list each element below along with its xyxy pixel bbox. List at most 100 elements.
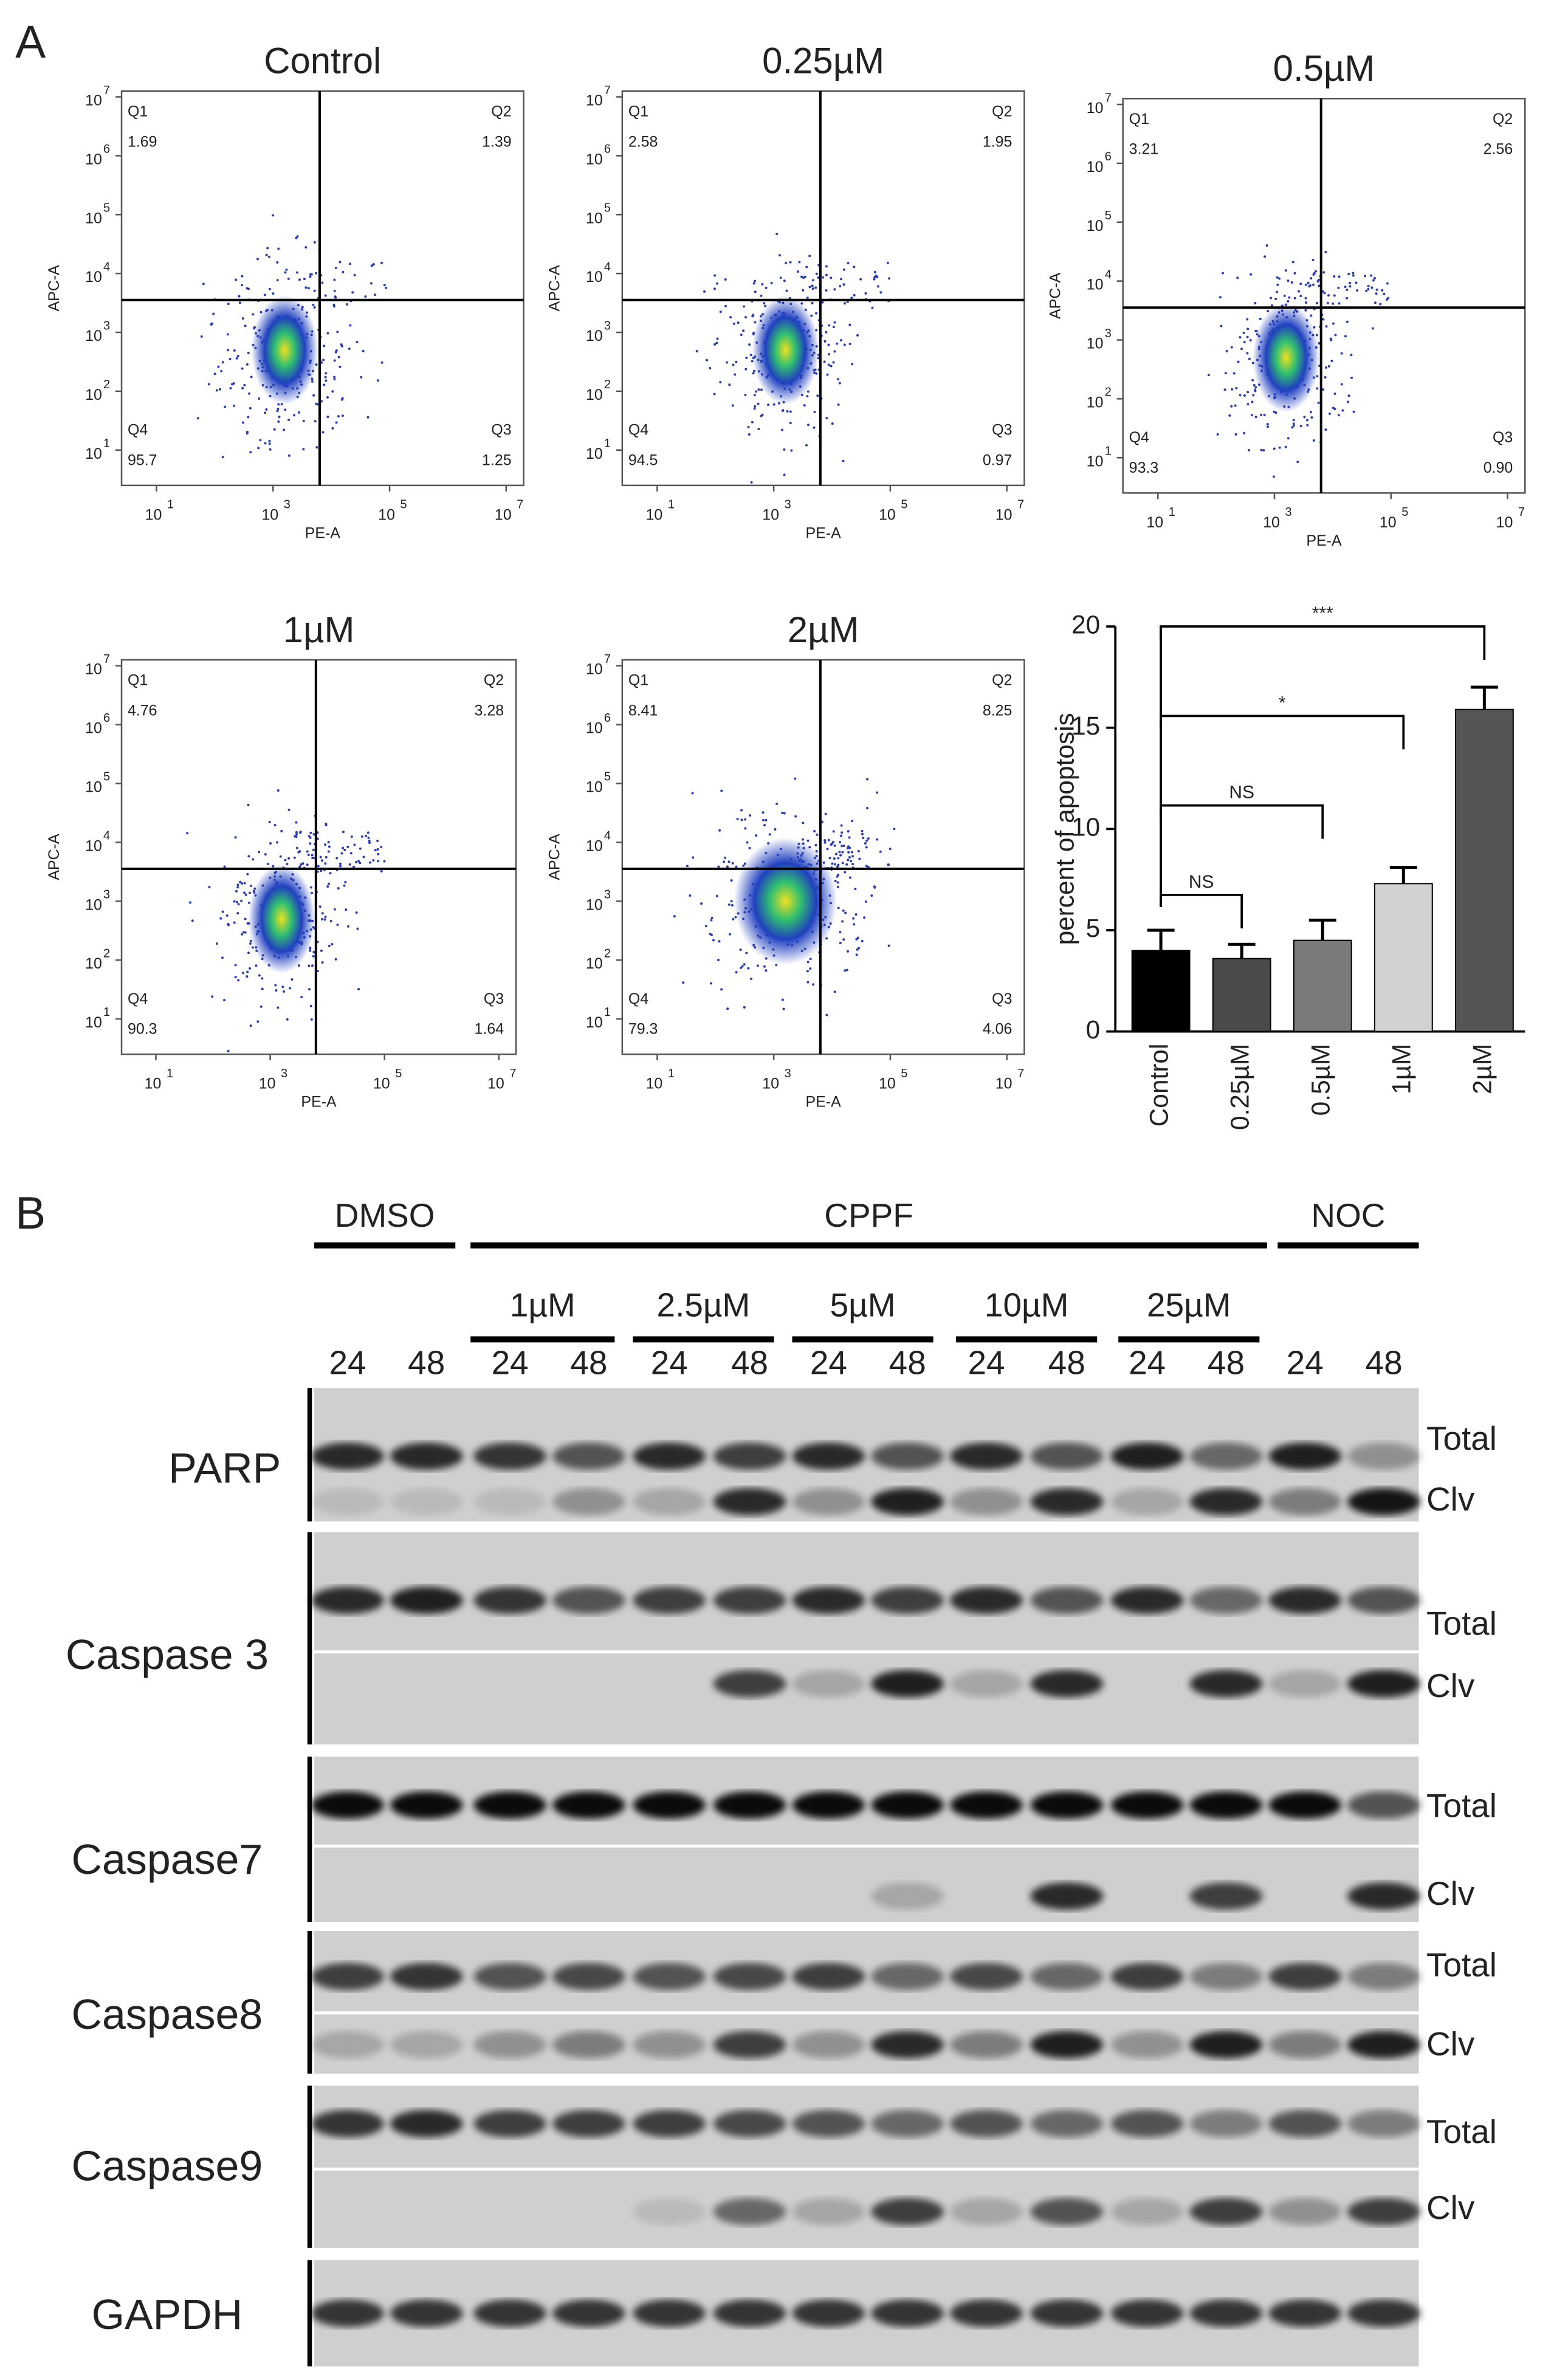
event-dot: [856, 948, 859, 951]
event-dot: [843, 343, 846, 346]
event-dot: [359, 862, 362, 865]
event-dot: [272, 292, 275, 295]
event-dot: [295, 833, 298, 836]
band: [1110, 2299, 1184, 2327]
event-dot: [809, 958, 812, 961]
event-dot: [837, 863, 840, 866]
band: [1189, 2110, 1263, 2138]
band: [792, 1586, 865, 1614]
lane-label: 48: [1048, 1343, 1085, 1381]
event-dot: [1260, 413, 1263, 416]
event-dot: [710, 919, 713, 922]
event-dot: [241, 386, 244, 389]
event-dot: [783, 279, 786, 283]
event-dot: [283, 428, 286, 431]
quadrant-name: Q1: [628, 103, 648, 120]
event-dot: [309, 842, 312, 845]
x-tick-exp: 3: [1285, 506, 1291, 519]
event-dot: [1246, 335, 1249, 338]
event-dot: [1327, 365, 1330, 368]
x-tick-base: 10: [879, 1075, 896, 1092]
event-dot: [261, 987, 264, 990]
row-label: Total: [1426, 2113, 1497, 2150]
quadrant-name: Q4: [1129, 429, 1149, 446]
event-dot: [740, 334, 743, 336]
event-dot: [842, 844, 845, 847]
event-dot: [309, 273, 312, 276]
event-dot: [321, 431, 325, 434]
event-dot: [244, 893, 247, 896]
event-dot: [1273, 410, 1276, 413]
event-dot: [337, 886, 340, 890]
event-dot: [724, 304, 727, 307]
event-dot: [1293, 272, 1296, 275]
y-axis-label: APC-A: [46, 834, 63, 880]
quadrant-value: 1.64: [475, 1021, 504, 1038]
x-tick-base: 10: [762, 506, 779, 523]
y-tick-base: 10: [586, 779, 603, 796]
event-dot: [742, 329, 745, 332]
event-dot: [313, 241, 316, 244]
event-dot: [682, 981, 685, 984]
event-dot: [224, 405, 227, 408]
event-dot: [329, 920, 332, 923]
event-dot: [864, 900, 867, 904]
event-dot: [1291, 261, 1294, 264]
event-dot: [856, 936, 859, 939]
event-dot: [1246, 391, 1250, 394]
event-dot: [1249, 339, 1252, 342]
band: [950, 1586, 1023, 1614]
event-dot: [1223, 388, 1226, 391]
band: [633, 2299, 706, 2327]
event-dot: [373, 293, 376, 297]
event-dot: [359, 847, 362, 850]
event-dot: [755, 834, 758, 837]
event-dot: [852, 917, 855, 920]
event-dot: [349, 324, 352, 327]
event-dot: [825, 289, 828, 292]
event-dot: [1263, 414, 1266, 417]
event-dot: [865, 839, 868, 842]
band: [713, 1963, 786, 1991]
event-dot: [302, 419, 305, 422]
event-dot: [312, 950, 315, 953]
density-cloud: [752, 295, 819, 405]
y-tick-base: 10: [1087, 453, 1104, 470]
event-dot: [823, 841, 827, 844]
event-dot: [789, 410, 792, 413]
quadrant-value: 2.56: [1484, 141, 1513, 158]
event-dot: [778, 254, 781, 257]
event-dot: [806, 297, 809, 300]
quadrant-name: Q4: [628, 422, 648, 439]
event-dot: [1276, 290, 1279, 293]
event-dot: [295, 846, 298, 849]
event-dot: [832, 830, 835, 833]
y-tick-exp: 5: [604, 202, 611, 215]
event-dot: [312, 848, 315, 851]
lane-label: 48: [889, 1343, 926, 1381]
event-dot: [763, 965, 766, 968]
x-tick-base: 10: [145, 506, 162, 523]
event-dot: [241, 882, 244, 885]
band: [1189, 2031, 1263, 2059]
x-tick-base: 10: [646, 506, 663, 523]
event-dot: [1272, 475, 1275, 478]
event-dot: [854, 888, 857, 891]
event-dot: [247, 416, 250, 419]
x-tick-exp: 5: [401, 498, 407, 512]
event-dot: [839, 941, 842, 944]
band: [1268, 2299, 1342, 2327]
event-dot: [326, 415, 329, 418]
event-dot: [276, 279, 279, 282]
x-tick-exp: 3: [281, 1067, 287, 1080]
event-dot: [709, 982, 712, 985]
y-tick-exp: 4: [103, 829, 110, 843]
event-dot: [1283, 294, 1286, 297]
event-dot: [309, 949, 312, 952]
y-tick-base: 10: [586, 328, 603, 345]
band: [1030, 1670, 1104, 1698]
event-dot: [865, 865, 868, 868]
event-dot: [731, 904, 734, 907]
event-dot: [867, 837, 870, 840]
event-dot: [839, 931, 842, 934]
